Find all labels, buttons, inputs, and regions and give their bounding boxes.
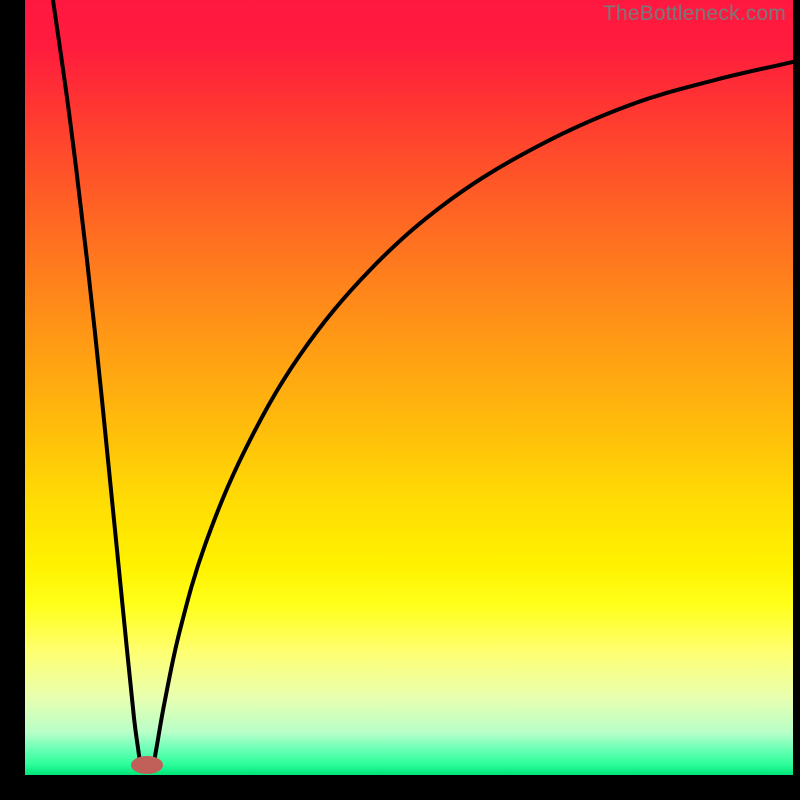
border-right bbox=[793, 0, 800, 800]
watermark-text: TheBottleneck.com bbox=[603, 2, 786, 26]
border-left bbox=[0, 0, 25, 800]
chart-svg bbox=[0, 0, 800, 800]
border-bottom bbox=[0, 775, 800, 800]
plot-background bbox=[25, 0, 793, 775]
optimal-point-marker bbox=[131, 756, 163, 774]
bottleneck-chart: TheBottleneck.com bbox=[0, 0, 800, 800]
